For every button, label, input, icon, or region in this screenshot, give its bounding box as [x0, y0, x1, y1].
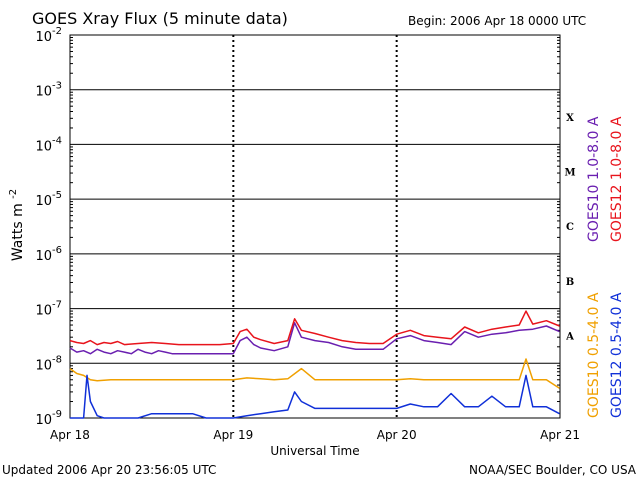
updated-timestamp: Updated 2006 Apr 20 23:56:05 UTC — [2, 463, 216, 477]
x-tick-label: Apr 19 — [213, 428, 253, 442]
flare-class-label: M — [564, 168, 575, 179]
y-tick-label: 10-9 — [35, 409, 62, 428]
flare-class-label: X — [566, 113, 574, 124]
y-tick-base: 10 — [35, 249, 52, 264]
y-tick-label: 10-5 — [35, 190, 62, 209]
x-axis-label: Universal Time — [270, 444, 359, 458]
legend-goes12-short: GOES12 0.5-4.0 A — [609, 292, 625, 418]
legend-goes10-long: GOES10 1.0-8.0 A — [586, 116, 602, 242]
series-line — [69, 358, 560, 389]
flare-class-label: A — [565, 332, 574, 343]
x-tick-label: Apr 20 — [377, 428, 417, 442]
day-markers — [232, 35, 398, 418]
series-line — [69, 322, 560, 355]
y-axis-label-text: Watts m — [10, 203, 26, 261]
series-line — [69, 310, 560, 346]
y-axis-label: Watts m -2 — [8, 189, 26, 261]
y-tick-exponent: -5 — [52, 190, 62, 201]
legend-goes12-long: GOES12 1.0-8.0 A — [609, 116, 625, 242]
x-tick-label: Apr 18 — [50, 428, 90, 442]
y-tick-label: 10-8 — [35, 354, 62, 373]
legend-goes10-short-text: GOES10 0.5-4.0 A — [586, 292, 602, 418]
legend-goes10-short: GOES10 0.5-4.0 A — [586, 292, 602, 418]
legend-goes10-long-text: GOES10 1.0-8.0 A — [586, 116, 602, 242]
y-tick-exponent: -7 — [52, 300, 62, 311]
flare-class-label: B — [566, 277, 574, 288]
y-tick-base: 10 — [35, 30, 52, 45]
x-axis-ticks: Apr 18 Apr 19 Apr 20 Apr 21 — [50, 428, 580, 442]
y-tick-base: 10 — [35, 194, 52, 209]
y-tick-exponent: -4 — [52, 135, 62, 146]
y-tick-exponent: -8 — [52, 354, 62, 365]
y-tick-exponent: -2 — [52, 26, 62, 37]
y-axis-label-exponent: -2 — [8, 189, 19, 199]
y-tick-base: 10 — [35, 85, 52, 100]
y-tick-exponent: -6 — [52, 245, 62, 256]
flare-class-label: C — [566, 222, 574, 233]
y-tick-base: 10 — [35, 413, 52, 428]
svg-text:Watts m -2: Watts m -2 — [8, 189, 26, 261]
chart-title: GOES Xray Flux (5 minute data) — [32, 9, 288, 28]
plot-area — [69, 34, 561, 419]
legend-goes12-long-text: GOES12 1.0-8.0 A — [609, 116, 625, 242]
y-tick-label: 10-3 — [35, 81, 62, 100]
flare-class-labels: X M C B A — [564, 113, 575, 343]
y-tick-label: 10-6 — [35, 245, 62, 264]
series-line — [70, 374, 560, 419]
y-tick-base: 10 — [35, 358, 52, 373]
y-tick-exponent: -9 — [52, 409, 62, 420]
legend-goes12-short-text: GOES12 0.5-4.0 A — [609, 292, 625, 418]
y-tick-label: 10-2 — [35, 26, 62, 45]
y-axis-ticks: 10-210-310-410-510-610-710-810-9 — [35, 26, 560, 428]
x-tick-label: Apr 21 — [540, 428, 580, 442]
y-tick-label: 10-7 — [35, 300, 62, 319]
credit-text: NOAA/SEC Boulder, CO USA — [469, 463, 637, 477]
y-gridlines — [70, 89, 560, 364]
y-tick-label: 10-4 — [35, 135, 62, 154]
y-tick-exponent: -3 — [52, 81, 62, 92]
y-tick-base: 10 — [35, 304, 52, 319]
begin-time: Begin: 2006 Apr 18 0000 UTC — [408, 14, 586, 28]
flux-series — [69, 310, 560, 419]
y-tick-base: 10 — [35, 139, 52, 154]
